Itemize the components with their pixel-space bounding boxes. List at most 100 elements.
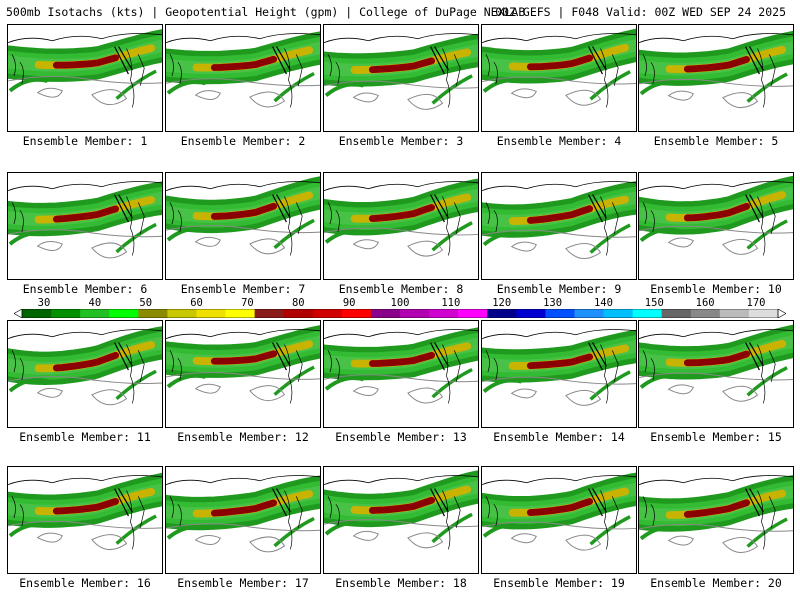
- colorbar-segment: [632, 309, 663, 318]
- front-line: [430, 46, 449, 75]
- isotach-streak: [639, 525, 679, 541]
- isotach-band: [8, 52, 162, 77]
- height-contour: [482, 376, 636, 385]
- ensemble-member-map: [481, 172, 637, 280]
- isotach-streak: [482, 378, 522, 394]
- isotach-band: [8, 478, 162, 505]
- height-contour: [407, 387, 444, 404]
- coastline: [600, 490, 619, 550]
- isotach-band: [639, 30, 793, 59]
- ensemble-member-map: [323, 172, 479, 280]
- colorbar-segment: [341, 309, 372, 318]
- height-contour: [407, 240, 444, 257]
- jet-core: [52, 498, 120, 515]
- height-contour: [8, 520, 162, 529]
- coastline: [485, 496, 498, 526]
- isotach-band: [639, 54, 793, 81]
- front-line: [430, 488, 449, 517]
- height-contour: [722, 537, 759, 553]
- isotach-band: [166, 498, 320, 525]
- height-contour: [565, 389, 602, 406]
- coastline: [324, 329, 478, 340]
- ensemble-member-map: [165, 320, 321, 428]
- ensemble-member-label: Ensemble Member: 4: [496, 134, 622, 148]
- colorbar-segment: [283, 309, 314, 318]
- front-line: [114, 342, 133, 371]
- front-line: [272, 488, 291, 517]
- isotach-band: [639, 347, 793, 375]
- isotach-band: [639, 181, 793, 212]
- height-contour: [482, 521, 636, 530]
- isotach-band: [8, 472, 162, 501]
- isotach-streak: [324, 376, 364, 391]
- colorbar-outline: [21, 309, 779, 318]
- colorbar-segment: [545, 309, 575, 318]
- coastline: [324, 475, 478, 486]
- height-contour: [667, 535, 694, 546]
- ensemble-member-label: Ensemble Member: 8: [338, 282, 464, 296]
- front-line: [745, 194, 764, 223]
- coastline: [126, 344, 145, 404]
- coastline: [166, 33, 320, 44]
- map-canvas: [482, 329, 636, 406]
- colorbar-tick-labels: 30 40 50 60 70 80 90 100 110 120 130 140 150 160 170: [14, 297, 786, 309]
- jet-core: [210, 202, 278, 220]
- coastline: [482, 33, 636, 44]
- colorbar-tick-label: 80: [291, 297, 305, 309]
- coastline: [757, 196, 776, 256]
- colorbar-segment: [225, 309, 256, 318]
- height-contour: [510, 388, 537, 399]
- isotach-band: [482, 472, 636, 502]
- isotach-colorbar: 30 40 50 60 70 80 90 100 110 120 130 140 150 160 170: [14, 297, 786, 319]
- colorbar-tick-label: 130: [543, 297, 563, 309]
- colorbar-segment: [312, 309, 343, 318]
- height-contour: [36, 387, 63, 398]
- height-contour: [36, 532, 63, 543]
- jet-core: [210, 55, 278, 71]
- jet-core: [368, 351, 436, 367]
- colorbar-segment: [603, 309, 634, 318]
- jet-core: [210, 350, 278, 365]
- coastline: [169, 202, 182, 232]
- isotach-streak: [166, 525, 206, 540]
- map-canvas: [324, 33, 478, 110]
- isotach-band: [8, 349, 162, 380]
- isotach-streak: [166, 373, 206, 389]
- height-contour: [91, 242, 128, 259]
- coastline: [327, 54, 340, 84]
- front-line: [588, 46, 607, 75]
- isotach-band: [166, 54, 320, 79]
- coastline: [11, 54, 24, 84]
- coastline: [169, 350, 182, 380]
- coastline: [600, 196, 619, 256]
- jet-core: [368, 496, 436, 514]
- coastline: [442, 196, 461, 256]
- coastline: [169, 54, 182, 84]
- coastline: [11, 350, 24, 380]
- isotach-band: [324, 475, 478, 505]
- isotach-band: [482, 329, 636, 356]
- height-contour: [324, 227, 478, 236]
- height-contour: [352, 239, 379, 250]
- colorbar-tick-label: 140: [593, 297, 613, 309]
- coastline: [11, 496, 24, 526]
- coastline: [327, 350, 340, 380]
- isotach-streak: [482, 231, 522, 247]
- coastline: [482, 329, 636, 340]
- coastline: [169, 496, 182, 526]
- ensemble-member-label: Ensemble Member: 16: [19, 576, 151, 590]
- height-contour: [722, 238, 759, 255]
- isotach-band: [324, 470, 478, 500]
- coastline: [324, 33, 478, 44]
- isotach-band: [8, 34, 162, 59]
- isotach-band: [482, 478, 636, 507]
- header-title-right: 00Z GEFS | F048 Valid: 00Z WED SEP 24 20…: [495, 5, 786, 19]
- ensemble-member-label: Ensemble Member: 5: [653, 134, 779, 148]
- isotach-streak: [324, 520, 364, 536]
- coastline: [639, 181, 793, 192]
- colorbar-segment: [516, 309, 546, 318]
- coastline: [639, 329, 793, 340]
- height-contour: [407, 532, 444, 549]
- ensemble-member-label: Ensemble Member: 10: [650, 282, 782, 296]
- coastline: [639, 33, 793, 44]
